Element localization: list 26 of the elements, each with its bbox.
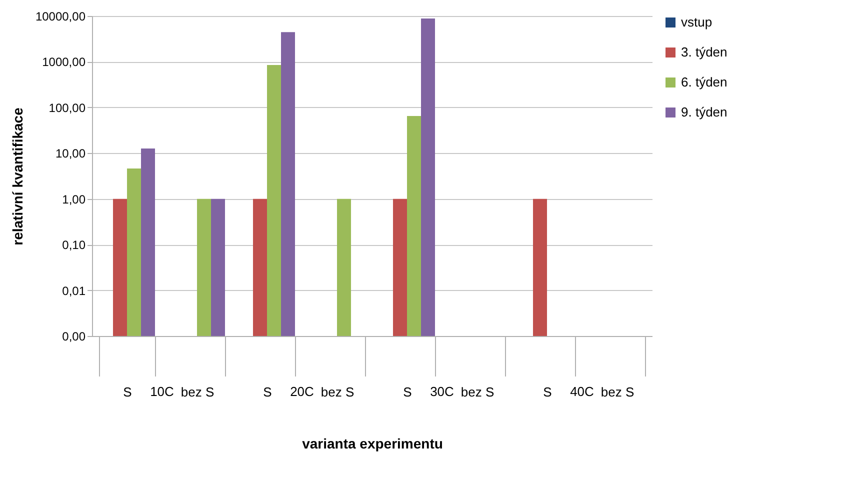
legend-label: 6. týden bbox=[681, 74, 728, 90]
y-tick-label: 10000,00 bbox=[35, 10, 86, 24]
x-tick-label: bez S bbox=[460, 384, 494, 400]
legend-label: vstup bbox=[681, 14, 712, 30]
x-tick-label: bez S bbox=[600, 384, 634, 400]
legend-label: 9. týden bbox=[681, 104, 728, 120]
y-tick-label: 100,00 bbox=[48, 100, 86, 115]
legend-label: 3. týden bbox=[681, 44, 728, 60]
x-tick-label: S bbox=[543, 384, 552, 400]
x-axis-title: varianta experimentu bbox=[302, 436, 443, 452]
text: 10C bbox=[150, 384, 174, 399]
y-tick-label: 0,10 bbox=[62, 238, 86, 252]
y-tick-label: 1,00 bbox=[62, 192, 86, 206]
text: 40C bbox=[570, 384, 594, 399]
text: 20C bbox=[290, 384, 314, 399]
y-tick-label: 10,00 bbox=[55, 146, 86, 161]
x-tick-label: bez S bbox=[180, 384, 214, 400]
text: 30C bbox=[430, 384, 454, 399]
x-tick-label: S bbox=[403, 384, 412, 400]
y-tick-label: 0,00 bbox=[62, 330, 86, 344]
y-axis-title: relativní kvantifikace bbox=[9, 107, 26, 246]
x-tick-label: bez S bbox=[320, 384, 354, 400]
y-tick-label: 0,01 bbox=[62, 284, 86, 298]
x-tick-label: S bbox=[263, 384, 272, 400]
y-tick-label: 1000,00 bbox=[42, 55, 86, 70]
x-tick-label: S bbox=[123, 384, 132, 400]
